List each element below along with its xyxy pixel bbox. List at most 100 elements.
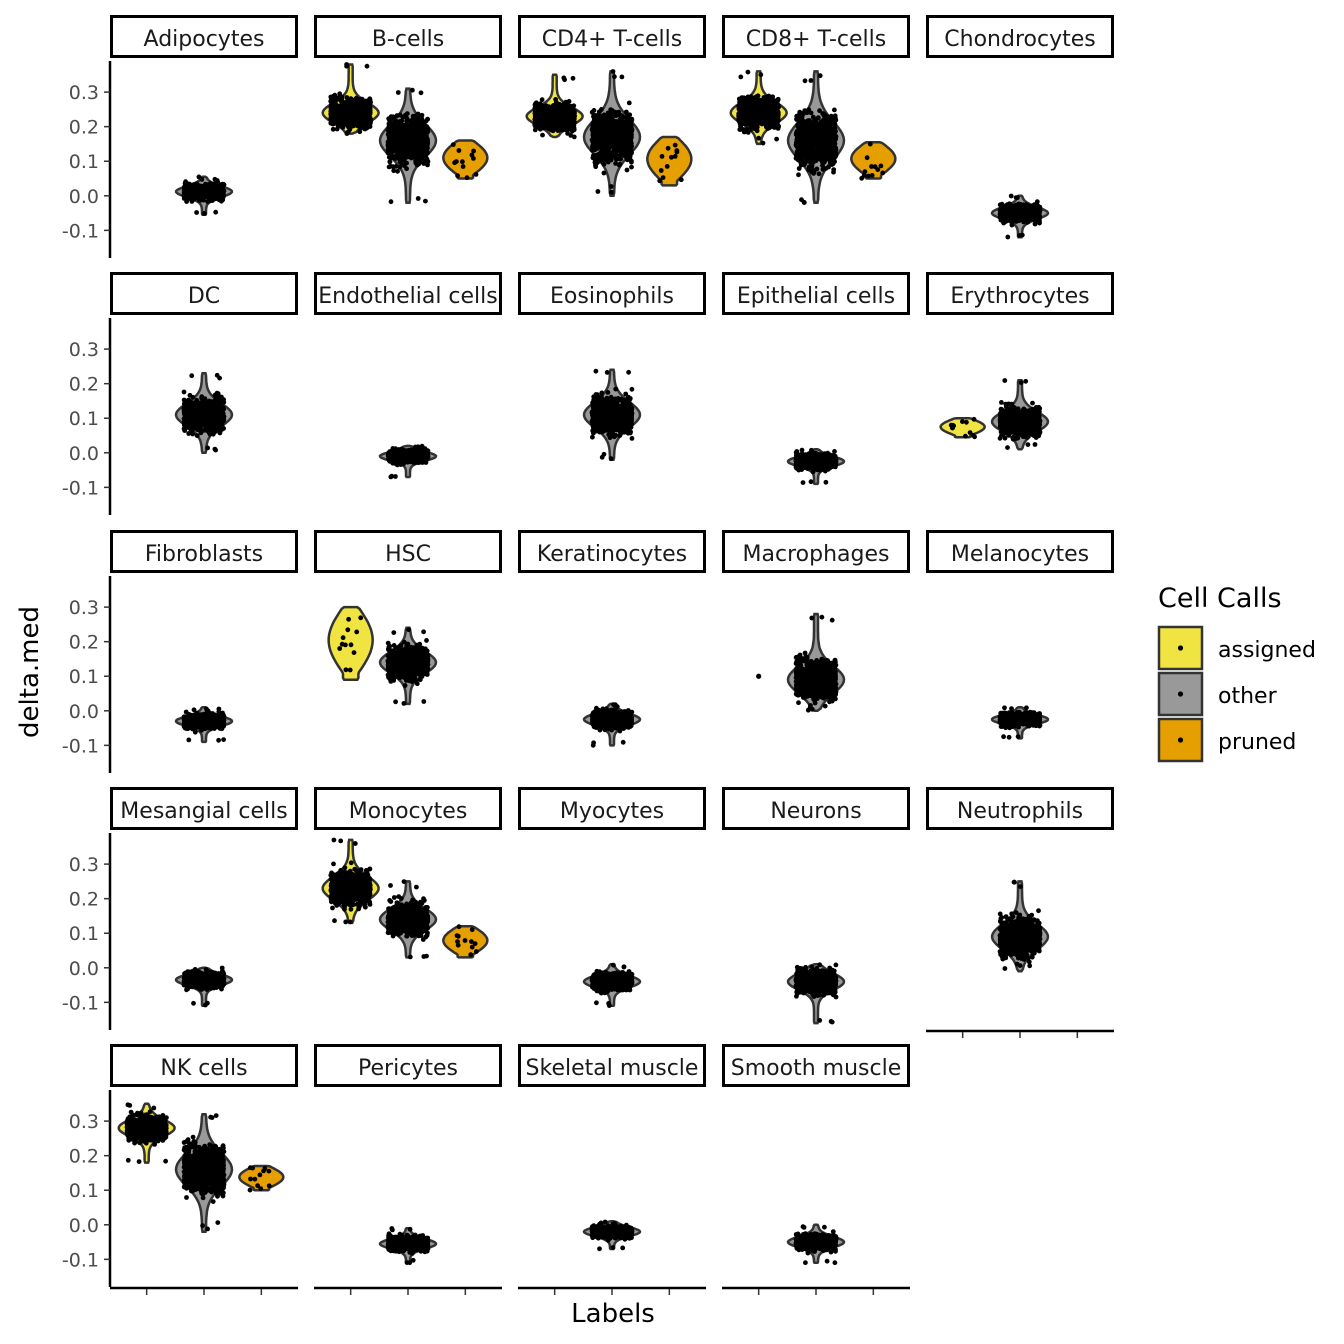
- data-point: [759, 117, 765, 122]
- data-point: [187, 186, 193, 192]
- data-point: [818, 119, 824, 125]
- violin-group-pruned: [646, 135, 693, 187]
- y-tick-label: 0.0: [69, 186, 99, 208]
- data-point: [464, 175, 470, 181]
- violin-group-assigned: [729, 69, 788, 146]
- data-point: [397, 140, 402, 146]
- data-point: [328, 116, 334, 122]
- data-point: [345, 110, 350, 115]
- data-point: [557, 117, 563, 123]
- facet-strip-label: Chondrocytes: [944, 27, 1095, 52]
- data-point: [817, 136, 823, 142]
- data-point: [213, 209, 219, 215]
- data-point: [758, 72, 764, 78]
- data-point: [613, 119, 619, 125]
- data-point: [395, 90, 401, 95]
- data-point: [421, 144, 427, 150]
- data-point: [814, 131, 820, 137]
- data-point: [603, 154, 609, 159]
- data-point: [194, 210, 200, 215]
- data-point: [215, 194, 221, 200]
- data-point: [805, 124, 810, 130]
- data-point: [747, 102, 753, 108]
- data-point: [657, 178, 663, 184]
- data-point: [745, 94, 751, 100]
- violin-group-pruned: [850, 140, 897, 181]
- data-point: [802, 78, 808, 84]
- data-point: [741, 102, 747, 108]
- data-point: [548, 113, 554, 119]
- y-tick-label: 0.2: [69, 117, 99, 139]
- data-point: [362, 106, 368, 112]
- data-point: [404, 128, 409, 133]
- data-point: [388, 139, 394, 145]
- data-point: [828, 135, 834, 141]
- data-point: [859, 175, 865, 181]
- data-point: [833, 135, 838, 141]
- data-point: [388, 199, 394, 205]
- data-point: [1019, 232, 1025, 238]
- data-point: [814, 166, 820, 172]
- data-point: [803, 141, 809, 146]
- data-point: [551, 103, 556, 109]
- data-point: [807, 118, 812, 123]
- data-point: [357, 129, 363, 135]
- data-point: [817, 73, 823, 79]
- violin-group-other: [786, 70, 846, 206]
- data-point: [328, 120, 334, 126]
- data-point: [569, 128, 575, 134]
- data-point: [421, 161, 427, 166]
- data-point: [603, 114, 608, 120]
- data-point: [391, 168, 397, 174]
- data-point: [604, 145, 610, 151]
- data-point: [804, 129, 810, 134]
- data-point: [365, 117, 370, 123]
- data-point: [607, 135, 613, 141]
- y-tick-label: -0.1: [62, 220, 99, 242]
- data-point: [615, 126, 620, 132]
- facet-strip-label: CD8+ T-cells: [746, 27, 886, 52]
- data-point: [417, 132, 423, 137]
- facet-strip-label: B-cells: [372, 27, 444, 52]
- data-point: [590, 125, 596, 130]
- data-point: [425, 116, 430, 122]
- data-point: [760, 140, 766, 146]
- data-point: [388, 146, 394, 152]
- data-point: [796, 138, 801, 144]
- data-point: [460, 159, 465, 165]
- data-point: [424, 156, 430, 162]
- data-point: [202, 211, 207, 216]
- data-point: [344, 62, 349, 67]
- data-point: [824, 127, 830, 133]
- data-point: [564, 110, 570, 115]
- data-point: [401, 162, 406, 168]
- data-point: [665, 145, 671, 151]
- data-point: [562, 119, 568, 124]
- data-point: [182, 193, 187, 198]
- facet-panel: Chondrocytes: [926, 15, 1114, 240]
- data-point: [596, 140, 602, 146]
- data-point: [387, 159, 393, 165]
- data-point: [796, 172, 801, 178]
- data-point: [351, 98, 357, 103]
- data-point: [737, 127, 743, 132]
- data-point: [419, 155, 424, 161]
- facet-strip: [110, 15, 298, 58]
- data-point: [196, 174, 202, 180]
- data-point: [625, 114, 631, 120]
- data-point: [349, 109, 355, 114]
- data-point: [412, 136, 418, 142]
- data-point: [557, 101, 562, 107]
- data-point: [766, 119, 771, 125]
- data-point: [415, 126, 421, 132]
- data-point: [471, 148, 476, 154]
- data-point: [629, 164, 634, 170]
- data-point: [537, 106, 543, 112]
- data-point: [612, 74, 617, 80]
- data-point: [763, 107, 768, 113]
- data-point: [672, 154, 678, 159]
- data-point: [799, 116, 805, 121]
- data-point: [415, 196, 421, 201]
- data-point: [567, 124, 573, 130]
